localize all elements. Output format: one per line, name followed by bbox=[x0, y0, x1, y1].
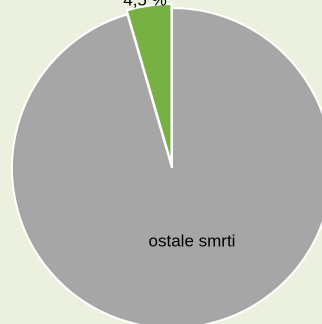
category-label: ostale smrti bbox=[149, 231, 236, 250]
pie-slice bbox=[125, 3, 173, 165]
data-label: 4,5 % bbox=[123, 0, 166, 9]
pie-slice bbox=[11, 6, 322, 324]
pie bbox=[11, 3, 322, 324]
